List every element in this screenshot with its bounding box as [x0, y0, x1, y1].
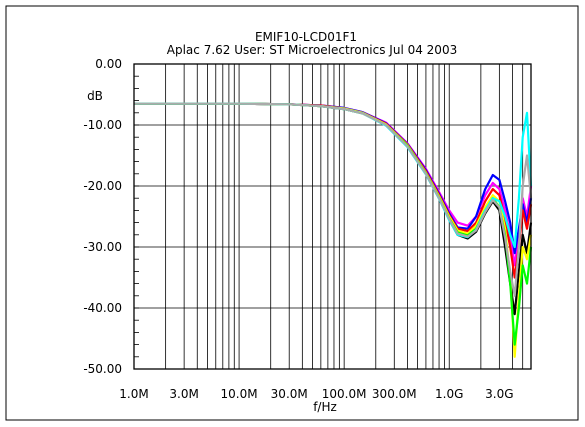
x-tick-label: 10.0M [221, 387, 258, 401]
series-line [134, 102, 533, 358]
chart-title: EMIF10-LCD01F1 [255, 30, 357, 44]
series-line [134, 102, 533, 297]
y-tick-labels: 0.00 -10.00 -20.00 -30.00 -40.00 -50.00 [83, 57, 122, 376]
x-tick-label: 100.0M [322, 387, 367, 401]
y-tick-label: -30.00 [83, 240, 122, 254]
x-tick-label: 3.0G [485, 387, 513, 401]
x-axis-label: f/Hz [313, 400, 337, 414]
grid [133, 63, 532, 370]
x-tick-label: 1.0G [435, 387, 463, 401]
x-tick-labels: 1.0M 3.0M 10.0M 30.0M 100.0M 300.0M 1.0G 3.0G [119, 387, 513, 401]
y-tick-label: 0.00 [95, 57, 122, 71]
y-tick-label: -10.00 [83, 118, 122, 132]
chart-subtitle: Aplac 7.62 User: ST Microelectronics Jul… [167, 43, 457, 57]
y-axis-label: dB [87, 89, 103, 103]
x-tick-label: 3.0M [169, 387, 198, 401]
series-line [134, 102, 533, 316]
series-group [134, 102, 533, 358]
x-tick-label: 300.0M [372, 387, 417, 401]
x-tick-label: 1.0M [119, 387, 148, 401]
outer-border [5, 5, 579, 421]
x-tick-label: 30.0M [271, 387, 308, 401]
y-tick-label: -40.00 [83, 301, 122, 315]
series-line [134, 102, 533, 267]
y-tick-label: -20.00 [83, 179, 122, 193]
series-line [134, 102, 533, 279]
plot-area [133, 63, 532, 370]
y-tick-label: -50.00 [83, 362, 122, 376]
